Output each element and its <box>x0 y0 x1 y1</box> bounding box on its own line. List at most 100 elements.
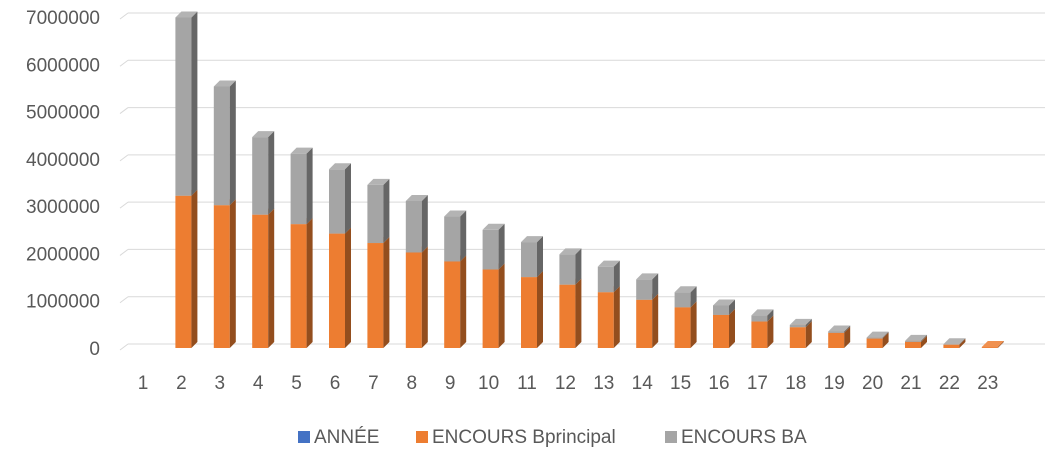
bar-front <box>751 321 768 348</box>
bar-side <box>921 335 927 348</box>
bar-front <box>482 229 499 270</box>
bar-top <box>905 334 927 341</box>
bar-side <box>805 321 812 348</box>
bar-side <box>268 208 275 348</box>
x-tick-label: 3 <box>215 373 226 394</box>
bar-segment <box>943 338 966 345</box>
bar-segment <box>713 299 735 315</box>
bar-front <box>213 86 230 206</box>
bar-front <box>943 344 960 345</box>
bar-front <box>866 338 883 348</box>
bar-segment <box>175 11 198 196</box>
bar-segment <box>213 80 236 206</box>
bar-front <box>597 266 614 293</box>
legend-swatch <box>298 431 310 443</box>
bar-front <box>636 279 653 300</box>
bar-front <box>175 195 192 348</box>
x-tick-label: 18 <box>785 373 806 394</box>
gridline-slant <box>119 249 129 256</box>
x-tick-label: 4 <box>253 373 264 394</box>
x-tick-label: 23 <box>977 373 998 394</box>
bar-front <box>828 332 845 348</box>
bar-side <box>959 338 966 345</box>
bar-segment <box>521 271 543 348</box>
legend: ANNÉE ENCOURS Bprincipal ENCOURS BA <box>298 427 807 448</box>
bar-segment <box>175 189 198 348</box>
bar-top <box>713 299 735 306</box>
bar-top <box>213 80 236 87</box>
bar-segment <box>290 218 313 348</box>
bar-top <box>866 331 889 338</box>
bar-front <box>789 324 806 328</box>
bar-front <box>674 292 691 308</box>
bar-side <box>882 331 889 339</box>
bar-side <box>191 11 198 196</box>
bar-segment <box>559 248 582 285</box>
x-tick-label: 9 <box>445 373 456 394</box>
x-tick-label: 2 <box>176 373 187 394</box>
bar-side <box>268 131 275 215</box>
bar-side <box>229 80 236 206</box>
bar-side <box>767 315 774 348</box>
y-tick-label: 0 <box>89 339 100 360</box>
y-tick-label: 5000000 <box>26 103 100 124</box>
bar-front <box>405 252 422 348</box>
bar-side <box>421 246 428 348</box>
bar-front <box>674 307 691 348</box>
bar-side <box>613 286 620 348</box>
bar-side <box>383 237 390 348</box>
bar-side <box>383 178 390 244</box>
x-tick-label: 1 <box>138 373 149 394</box>
y-tick-label: 6000000 <box>26 55 100 76</box>
bar-segment <box>252 131 275 215</box>
bar-segment <box>636 273 659 300</box>
bar-segment <box>559 278 582 348</box>
bar-segment <box>905 334 927 342</box>
bar-top <box>559 248 582 255</box>
bar-side <box>575 278 582 348</box>
bar-segment <box>290 147 313 225</box>
gridline-slant <box>119 12 129 20</box>
bar-side <box>690 286 697 308</box>
bar-side <box>729 308 735 348</box>
bar-segment <box>789 318 812 328</box>
bar-front <box>521 277 537 348</box>
bar-top <box>636 273 659 280</box>
bar-front <box>905 340 921 342</box>
bar-top <box>789 318 812 325</box>
legend-label: ENCOURS BA <box>681 427 807 448</box>
bar-front <box>789 327 806 348</box>
bar-top <box>482 223 505 230</box>
bar-top <box>367 178 390 185</box>
legend-label: ANNÉE <box>314 427 379 448</box>
bar-top <box>828 325 851 332</box>
x-tick-label: 20 <box>862 373 883 394</box>
bar-front <box>329 233 345 348</box>
bar-front <box>943 344 960 348</box>
bar-segment <box>981 341 1004 348</box>
bar-front <box>444 261 461 348</box>
bar-side <box>882 332 889 348</box>
bar-top <box>751 309 774 316</box>
x-tick-label: 19 <box>824 373 845 394</box>
bar-side <box>460 255 467 348</box>
x-tick-label: 7 <box>368 373 379 394</box>
bar-top <box>674 286 697 293</box>
x-tick-label: 12 <box>555 373 576 394</box>
bar-front <box>905 341 921 348</box>
x-tick-label: 17 <box>747 373 768 394</box>
legend-label: ENCOURS Bprincipal <box>432 427 616 448</box>
x-tick-label: 21 <box>900 373 921 394</box>
bar-segment <box>367 237 390 348</box>
bar-front <box>597 292 614 348</box>
bar-side <box>844 325 851 333</box>
bar-segment <box>329 227 351 348</box>
bars <box>175 11 1004 348</box>
x-tick-label: 13 <box>593 373 614 394</box>
bar-side <box>575 248 582 285</box>
bar-front <box>828 331 845 333</box>
x-tick-label: 5 <box>291 373 302 394</box>
bar-front <box>713 314 729 348</box>
bar-segment <box>405 194 428 253</box>
